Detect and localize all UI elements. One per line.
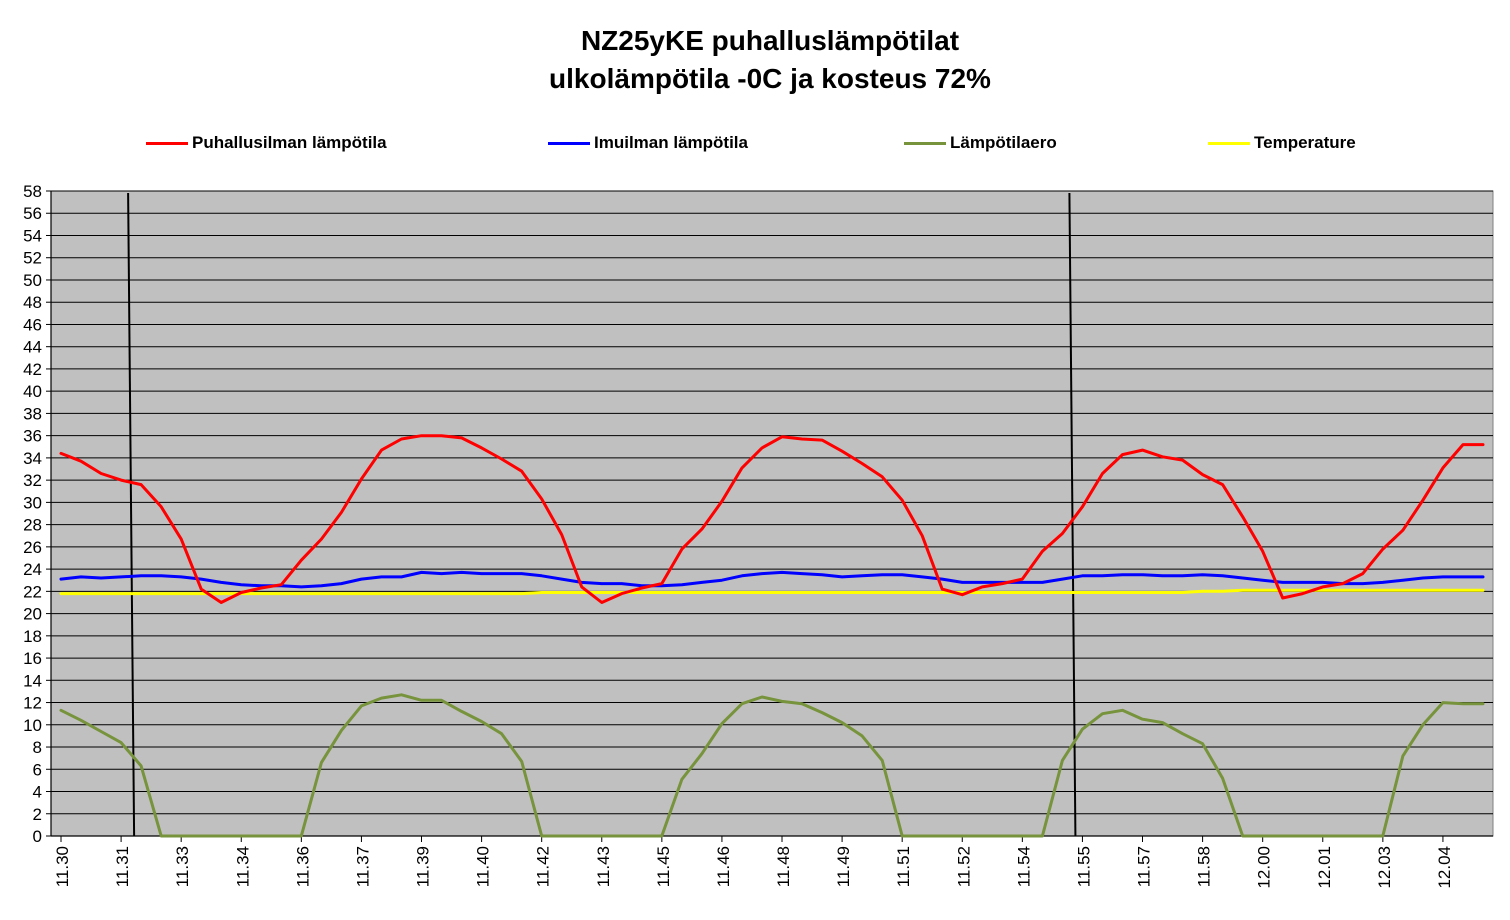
series-line-temperature (59, 588, 1485, 596)
y-tick-label: 34 (23, 449, 42, 468)
x-tick-label: 11.43 (594, 846, 613, 887)
y-tick-label: 54 (23, 226, 42, 245)
y-tick-label: 44 (23, 338, 42, 357)
y-tick-label: 58 (23, 182, 42, 201)
series-line-imuilma (59, 570, 1485, 589)
x-tick-label: 12.00 (1255, 846, 1274, 889)
y-tick-label: 24 (23, 560, 42, 579)
legend: Puhallusilman lämpötila Imuilman lämpöti… (0, 132, 1510, 154)
x-tick-label: 11.57 (1135, 846, 1154, 887)
y-tick-label: 12 (23, 694, 42, 713)
y-tick-label: 22 (23, 582, 42, 601)
y-tick-label: 2 (33, 805, 42, 824)
x-tick-label: 11.34 (233, 846, 252, 887)
x-tick-label: 12.01 (1315, 846, 1334, 889)
x-tick-label: 11.45 (654, 846, 673, 887)
y-tick-label: 20 (23, 605, 42, 624)
legend-swatch-temperature (1208, 141, 1250, 145)
x-tick-label: 11.39 (414, 846, 433, 887)
y-tick-label: 40 (23, 382, 42, 401)
x-tick-label: 11.46 (714, 846, 733, 887)
x-tick-label: 11.52 (954, 846, 973, 887)
y-tick-label: 52 (23, 249, 42, 268)
y-tick-label: 48 (23, 293, 42, 312)
y-tick-label: 46 (23, 315, 42, 334)
legend-swatch-imuilma (548, 141, 590, 145)
y-tick-label: 8 (33, 738, 42, 757)
y-tick-label: 50 (23, 271, 42, 290)
x-tick-label: 11.54 (1014, 846, 1033, 887)
y-tick-label: 14 (23, 671, 42, 690)
plot-area (50, 190, 1494, 837)
y-tick-label: 0 (33, 827, 42, 846)
y-tick-label: 32 (23, 471, 42, 490)
y-tick-label: 26 (23, 538, 42, 557)
y-tick-label: 16 (23, 649, 42, 668)
legend-swatch-lampotilaero (904, 141, 946, 145)
x-tick-label: 11.33 (173, 846, 192, 887)
y-tick-label: 4 (33, 783, 42, 802)
y-tick-label: 30 (23, 493, 42, 512)
x-tick-label: 12.04 (1435, 846, 1454, 889)
chart-title: NZ25yKE puhalluslämpötilat (580, 25, 960, 56)
legend-label-lampotilaero: Lämpötilaero (950, 133, 1057, 152)
legend-item-lampotilaero: Lämpötilaero (904, 132, 1057, 154)
vertical-marker-line (127, 192, 136, 837)
legend-swatch-puhallusilma (146, 141, 188, 145)
x-tick-label: 11.51 (894, 846, 913, 887)
y-tick-label: 18 (23, 627, 42, 646)
chart-title-block: NZ25yKE puhalluslämpötilat ulkolämpötila… (0, 22, 1510, 98)
y-tick-label: 42 (23, 360, 42, 379)
x-tick-label: 11.49 (834, 846, 853, 887)
legend-item-puhallusilma: Puhallusilman lämpötila (146, 132, 387, 154)
series-line-lampotilaero (59, 693, 1485, 838)
y-tick-label: 6 (33, 760, 42, 779)
x-tick-label: 11.58 (1195, 846, 1214, 887)
legend-label-imuilma: Imuilman lämpötila (594, 133, 748, 152)
legend-item-imuilma: Imuilman lämpötila (548, 132, 748, 154)
y-tick-label: 56 (23, 204, 42, 223)
chart-subtitle: ulkolämpötila -0C ja kosteus 72% (549, 63, 991, 94)
series-line-puhallusilma (59, 434, 1485, 604)
x-tick-label: 11.42 (534, 846, 553, 887)
x-tick-label: 11.40 (474, 846, 493, 887)
x-tick-label: 11.36 (293, 846, 312, 887)
x-tick-label: 11.37 (353, 846, 372, 887)
legend-label-puhallusilma: Puhallusilman lämpötila (192, 133, 387, 152)
x-tick-label: 11.30 (53, 846, 72, 887)
y-tick-label: 36 (23, 427, 42, 446)
vertical-marker-line (1068, 192, 1077, 837)
x-tick-label: 12.03 (1375, 846, 1394, 889)
x-tick-label: 11.48 (774, 846, 793, 887)
x-tick-label: 11.31 (113, 846, 132, 887)
y-tick-label: 10 (23, 716, 42, 735)
y-tick-label: 28 (23, 516, 42, 535)
x-tick-label: 11.55 (1074, 846, 1093, 887)
y-tick-label: 38 (23, 404, 42, 423)
legend-label-temperature: Temperature (1254, 133, 1356, 152)
legend-item-temperature: Temperature (1208, 132, 1356, 154)
